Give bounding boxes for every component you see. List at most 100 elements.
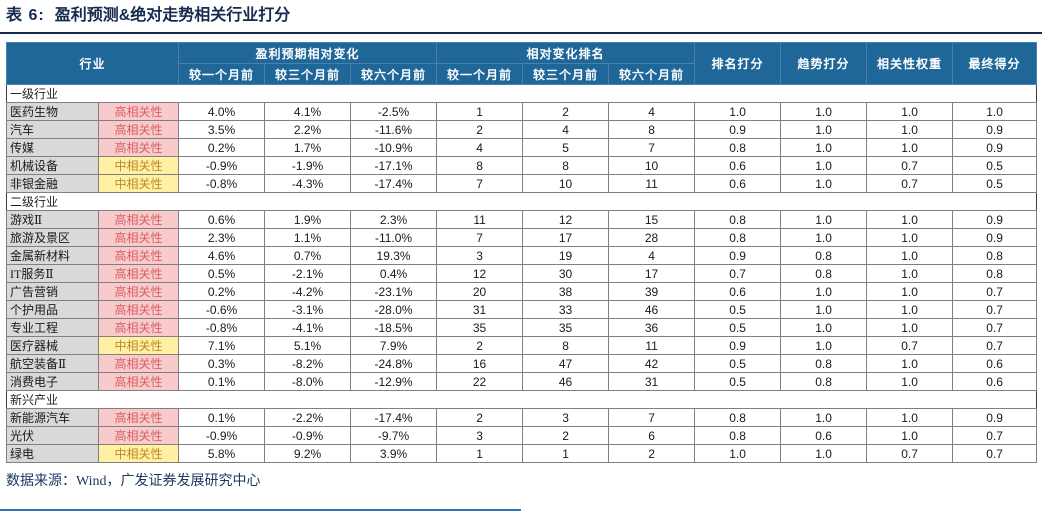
value-cell: 0.9 [694,336,782,355]
table-row: 传媒 高相关性 0.2% 1.7% -10.9% 4 5 7 0.8 1.0 1.0 0.9 [6,138,1038,157]
value-cell: 1.0 [780,282,868,301]
value-cell: 0.7 [952,318,1038,337]
value-cell: 1.9% [264,210,352,229]
value-cell: 1.0 [866,282,954,301]
correlation-badge: 高相关性 [97,372,180,391]
value-cell: 42 [608,354,696,373]
value-cell: 1.0 [866,120,954,139]
value-cell: -0.6% [178,300,266,319]
value-cell: 1.0 [780,156,868,175]
value-cell: 1.0 [780,444,868,463]
value-cell: 0.1% [178,372,266,391]
table-row: 机械设备 中相关性 -0.9% -1.9% -17.1% 8 8 10 0.6 1.0 0.7 0.5 [6,156,1038,175]
value-cell: 0.5 [694,318,782,337]
value-cell: 1.0 [866,354,954,373]
value-cell: 1.0 [780,228,868,247]
value-cell: 30 [522,264,610,283]
table-row: 金属新材料 高相关性 4.6% 0.7% 19.3% 3 19 4 0.9 0.8 1.0 0.8 [6,246,1038,265]
value-cell: 0.7 [952,336,1038,355]
value-cell: -11.6% [350,120,438,139]
value-cell: 2 [436,336,524,355]
value-cell: 1 [436,102,524,121]
value-cell: 1.7% [264,138,352,157]
header-row-sub: 较一个月前 较三个月前 较六个月前 较一个月前 较三个月前 较六个月前 [7,63,1037,85]
header-row-groups: 行业 盈利预期相对变化 相对变化排名 排名打分 趋势打分 相关性权重 最终得分 [5,42,1038,85]
value-cell: 3.5% [178,120,266,139]
table-row: 个护用品 高相关性 -0.6% -3.1% -28.0% 31 33 46 0.5 1.0 1.0 0… [6,300,1038,319]
header-group-forecast-change: 盈利预期相对变化 [178,42,438,64]
value-cell: 8 [436,156,524,175]
value-cell: -2.1% [264,264,352,283]
value-cell: 7.9% [350,336,438,355]
value-cell: 1.0 [780,102,868,121]
value-cell: 3.9% [350,444,438,463]
value-cell: 8 [608,120,696,139]
correlation-badge: 中相关性 [97,156,180,175]
value-cell: 6 [608,426,696,445]
industry-cell: 机械设备 [6,156,99,175]
value-cell: 11 [608,174,696,193]
value-cell: 0.6 [694,282,782,301]
industry-cell: 金属新材料 [6,246,99,265]
header-correlation-weight: 相关性权重 [866,42,954,85]
correlation-badge: 高相关性 [97,354,180,373]
value-cell: 35 [522,318,610,337]
value-cell: 0.7 [866,174,954,193]
value-cell: 31 [608,372,696,391]
section-row: 二级行业 [5,192,1038,211]
value-cell: 28 [608,228,696,247]
data-source: 数据来源：Wind，广发证券发展研究中心 [6,474,261,489]
value-cell: -8.2% [264,354,352,373]
table-row: 非银金融 中相关性 -0.8% -4.3% -17.4% 7 10 11 0.6 1.0 0.7 0.… [6,174,1038,193]
table-body: 一级行业 医药生物 高相关性 4.0% 4.1% -2.5% 1 2 4 1.0 1.0 1.0 1.0… [5,84,1038,463]
value-cell: 0.8 [952,246,1038,265]
value-cell: 0.9 [694,120,782,139]
table-row: 旅游及景区 高相关性 2.3% 1.1% -11.0% 7 17 28 0.8 1.0 1.0 0.9 [6,228,1038,247]
industry-cell: 绿电 [6,444,99,463]
value-cell: 0.4% [350,264,438,283]
header-sub-rank-6m: 较六个月前 [608,63,696,85]
value-cell: 0.7 [952,300,1038,319]
industry-cell: 医疗器械 [6,336,99,355]
value-cell: -0.8% [178,174,266,193]
industry-cell: 广告营销 [6,282,99,301]
industry-cell: 消费电子 [6,372,99,391]
value-cell: 1.0 [694,102,782,121]
correlation-badge: 高相关性 [97,300,180,319]
value-cell: 0.5 [694,300,782,319]
value-cell: 1.0 [866,408,954,427]
bottom-divider [0,509,521,511]
value-cell: -0.9% [178,156,266,175]
value-cell: 1.0 [952,102,1038,121]
value-cell: 1.0 [780,210,868,229]
value-cell: 1.0 [780,174,868,193]
table-row: 专业工程 高相关性 -0.8% -4.1% -18.5% 35 35 36 0.5 1.0 1.0 0… [6,318,1038,337]
value-cell: 16 [436,354,524,373]
value-cell: 2 [436,408,524,427]
value-cell: -4.2% [264,282,352,301]
correlation-badge: 高相关性 [97,318,180,337]
value-cell: 4.0% [178,102,266,121]
value-cell: 0.8 [780,372,868,391]
section-label: 一级行业 [5,84,1038,103]
value-cell: 0.9 [952,408,1038,427]
value-cell: 0.8 [694,210,782,229]
value-cell: -0.9% [178,426,266,445]
value-cell: 20 [436,282,524,301]
correlation-badge: 高相关性 [97,210,180,229]
value-cell: 1.0 [780,120,868,139]
value-cell: 2.3% [178,228,266,247]
correlation-badge: 中相关性 [97,444,180,463]
industry-cell: 光伏 [6,426,99,445]
correlation-badge: 高相关性 [97,264,180,283]
value-cell: 0.5% [178,264,266,283]
value-cell: 0.6 [952,372,1038,391]
correlation-badge: 高相关性 [97,408,180,427]
value-cell: 11 [608,336,696,355]
value-cell: 0.2% [178,138,266,157]
table-title: 表 6: 盈利预测&绝对走势相关行业打分 [0,0,1042,32]
value-cell: 3 [522,408,610,427]
header-sub-pct-3m: 较三个月前 [264,63,352,85]
correlation-badge: 高相关性 [97,228,180,247]
value-cell: 11 [436,210,524,229]
